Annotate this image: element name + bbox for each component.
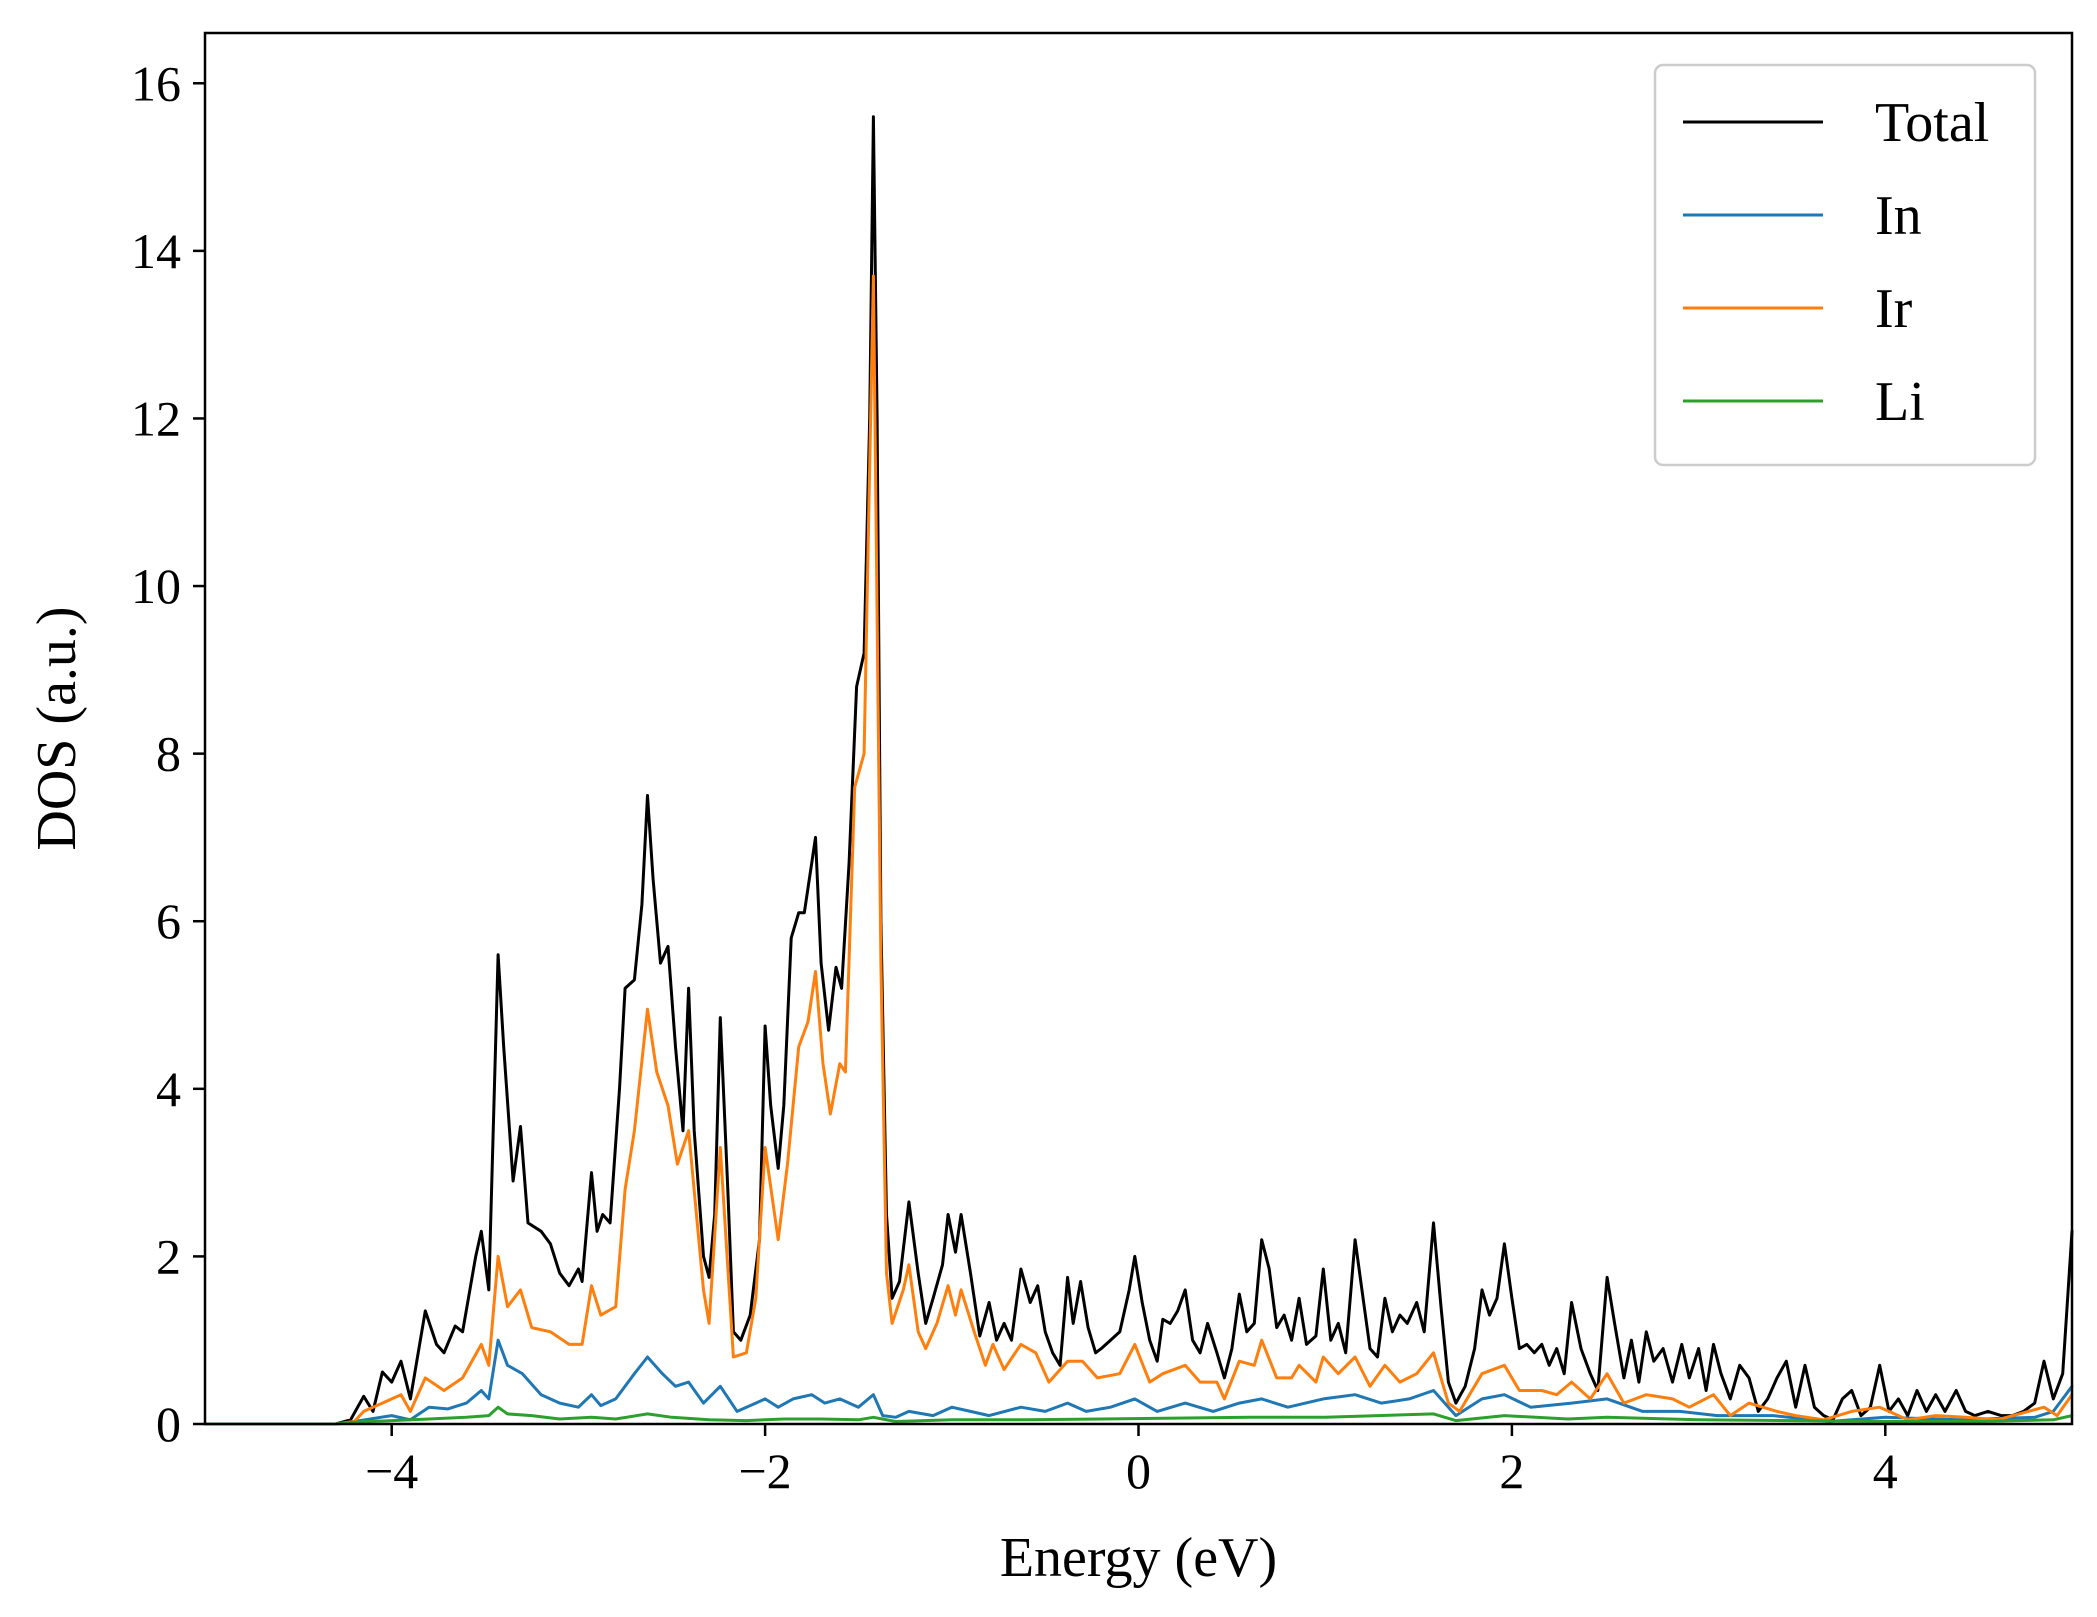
y-tick-label: 10 [131,558,181,614]
legend-label-total: Total [1875,92,1989,154]
x-tick-label: −2 [738,1443,791,1499]
y-axis-ticks: 0 2 4 6 8 10 12 14 16 [131,55,205,1452]
x-axis-title: Energy (eV) [1000,1527,1277,1589]
y-tick-label: 0 [156,1396,181,1452]
y-tick-label: 14 [131,223,181,279]
y-tick-label: 16 [131,55,181,111]
x-axis-ticks: −4 −2 0 2 4 [365,1424,1898,1499]
y-tick-label: 4 [156,1061,181,1117]
legend-box [1653,63,2037,467]
series-line-li [203,1405,2074,1426]
series-line-ir [203,274,2074,1426]
x-tick-label: 2 [1499,1443,1524,1499]
y-tick-label: 8 [156,726,181,782]
legend: Total In Ir Li [1653,63,2037,467]
series-layer [203,115,2074,1426]
y-tick-label: 12 [131,390,181,446]
y-axis-title: DOS (a.u.) [26,606,88,850]
legend-label-in: In [1875,185,1922,247]
x-tick-label: −4 [365,1443,418,1499]
legend-label-li: Li [1875,371,1925,433]
y-tick-label: 2 [156,1228,181,1284]
series-line-in [203,1338,2074,1426]
x-tick-label: 0 [1126,1443,1151,1499]
x-tick-label: 4 [1873,1443,1898,1499]
y-tick-label: 6 [156,893,181,949]
series-line-total [203,115,2074,1426]
legend-label-ir: Ir [1875,278,1913,340]
